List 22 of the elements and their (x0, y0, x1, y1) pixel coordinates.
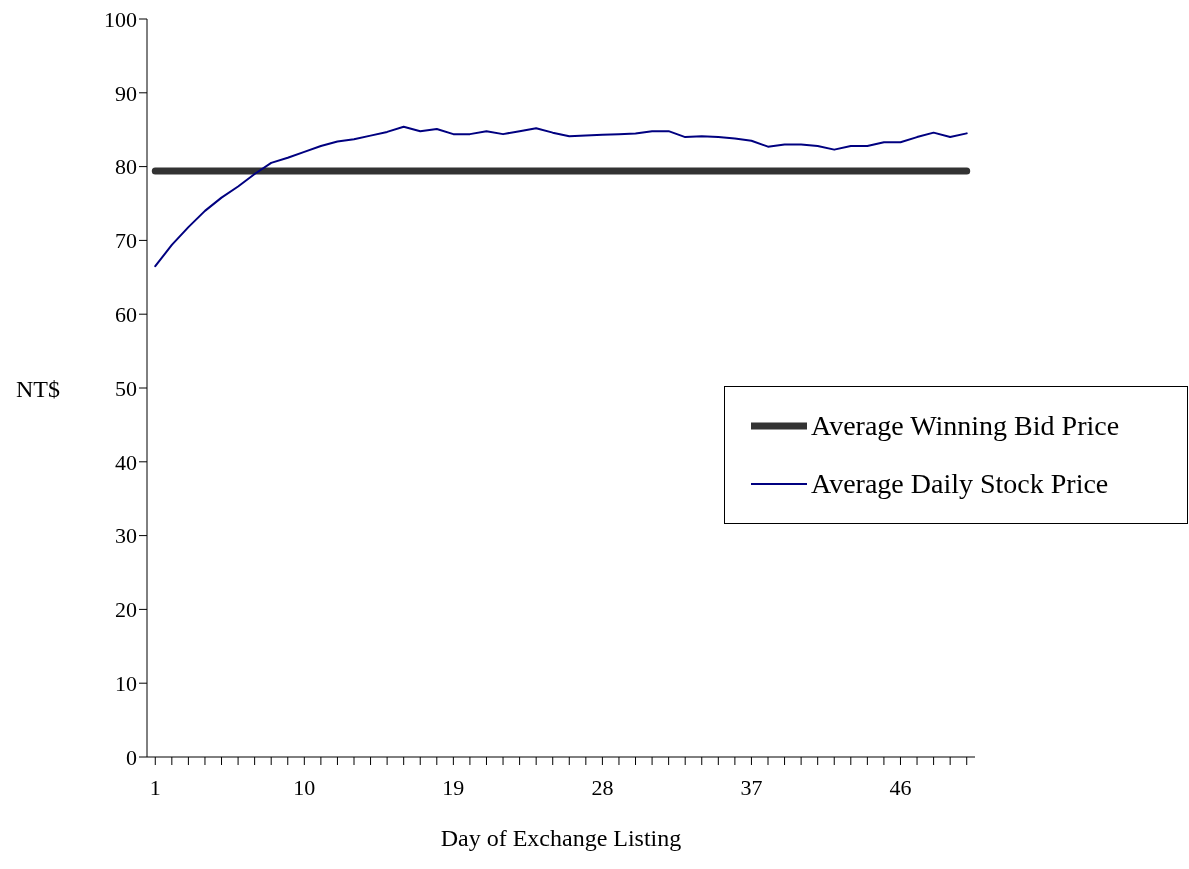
x-tick-label: 46 (889, 774, 912, 800)
line-series (154, 125, 968, 268)
x-tick-label: 28 (591, 774, 614, 800)
y-tick-label: 80 (115, 154, 137, 180)
y-tick-label: 60 (115, 302, 137, 328)
y-tick-label: 20 (115, 597, 137, 623)
y-tick-label: 40 (115, 449, 137, 475)
y-tick-label: 0 (126, 744, 137, 770)
y-tick-label: 100 (104, 6, 137, 32)
x-tick-label: 10 (293, 774, 316, 800)
legend-label: Average Winning Bid Price (811, 410, 1120, 442)
x-tick-label: 37 (740, 774, 763, 800)
y-tick-label: 10 (115, 671, 137, 697)
y-tick-label: 70 (115, 228, 137, 254)
x-axis-title: Day of Exchange Listing (440, 825, 682, 851)
y-axis-title: NT$ (16, 375, 60, 402)
x-tick-label: 19 (442, 774, 465, 800)
y-tick-label: 90 (115, 80, 137, 106)
y-tick-label: 30 (115, 523, 137, 549)
y-tick-label: 50 (115, 375, 137, 401)
x-tick-label: 1 (149, 774, 161, 800)
legend-label: Average Daily Stock Price (811, 468, 1109, 500)
